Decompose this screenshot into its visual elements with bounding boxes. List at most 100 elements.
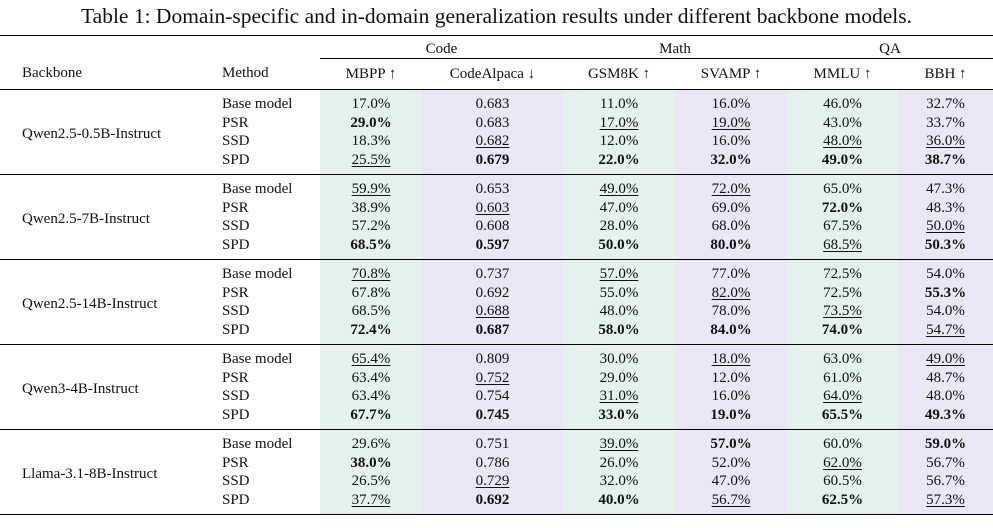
value-cell: 62.0% bbox=[787, 453, 898, 472]
value-text: 47.0% bbox=[599, 199, 639, 216]
value-text: 39.0% bbox=[599, 436, 639, 452]
value-text: 29.6% bbox=[351, 436, 391, 452]
value-text: 0.688 bbox=[475, 303, 510, 319]
value-text: 43.0% bbox=[823, 114, 862, 131]
value-text: 19.0% bbox=[710, 406, 752, 423]
value-cell: 46.0% bbox=[787, 90, 898, 114]
header-mbpp: MBPP ↑ bbox=[345, 65, 397, 82]
value-cell: 56.7% bbox=[675, 490, 787, 515]
backbone-cell: Qwen2.5-0.5B-Instruct bbox=[22, 126, 162, 143]
method-cell: Base model bbox=[222, 266, 293, 282]
value-text: 32.0% bbox=[599, 473, 639, 489]
value-cell: 17.0% bbox=[563, 113, 675, 132]
method-cell: Base model bbox=[222, 181, 293, 197]
value-text: 57.2% bbox=[351, 218, 391, 234]
value-text: 65.0% bbox=[823, 181, 862, 197]
value-cell: 59.9% bbox=[320, 175, 422, 199]
method-cell: SSD bbox=[222, 133, 250, 149]
value-text: 72.5% bbox=[823, 284, 862, 301]
value-text: 50.0% bbox=[926, 218, 965, 234]
value-text: 22.0% bbox=[598, 151, 640, 168]
value-cell: 57.0% bbox=[563, 260, 675, 284]
value-cell: 33.0% bbox=[563, 405, 675, 430]
table-row: PSR 29.0% 0.683 17.0% 19.0% 43.0% 33.7% bbox=[0, 113, 993, 132]
value-text: 37.7% bbox=[351, 491, 391, 508]
value-cell: 49.3% bbox=[898, 405, 993, 430]
group-math: Math bbox=[563, 36, 787, 59]
value-text: 18.3% bbox=[351, 133, 391, 149]
value-cell: 0.687 bbox=[422, 320, 563, 345]
value-text: 50.3% bbox=[924, 236, 967, 253]
table-row: SPD 25.5% 0.679 22.0% 32.0% 49.0% 38.7% bbox=[0, 150, 993, 175]
value-cell: 63.4% bbox=[320, 387, 422, 406]
value-cell: 31.0% bbox=[563, 387, 675, 406]
value-text: 56.7% bbox=[926, 454, 965, 471]
value-text: 54.0% bbox=[926, 266, 965, 282]
value-cell: 78.0% bbox=[675, 302, 787, 321]
header-backbone: Backbone bbox=[22, 65, 82, 82]
value-text: 54.0% bbox=[926, 303, 965, 319]
value-text: 48.0% bbox=[926, 388, 965, 404]
value-cell: 0.683 bbox=[422, 113, 563, 132]
value-cell: 72.0% bbox=[787, 198, 898, 217]
value-text: 68.5% bbox=[350, 236, 392, 253]
value-cell: 68.5% bbox=[320, 235, 422, 260]
table-row: PSR 63.4% 0.752 29.0% 12.0% 61.0% 48.7% bbox=[0, 368, 993, 387]
value-text: 16.0% bbox=[711, 96, 751, 112]
method-cell: SPD bbox=[222, 151, 250, 168]
value-cell: 0.653 bbox=[422, 175, 563, 199]
value-text: 47.0% bbox=[711, 473, 751, 489]
value-text: 48.0% bbox=[823, 133, 862, 149]
value-text: 65.4% bbox=[351, 351, 391, 367]
value-cell: 22.0% bbox=[563, 150, 675, 175]
value-text: 59.9% bbox=[351, 181, 391, 197]
value-text: 48.3% bbox=[926, 199, 965, 216]
value-cell: 0.745 bbox=[422, 405, 563, 430]
value-cell: 82.0% bbox=[675, 283, 787, 302]
value-cell: 18.0% bbox=[675, 345, 787, 369]
value-cell: 0.692 bbox=[422, 283, 563, 302]
value-cell: 54.7% bbox=[898, 320, 993, 345]
value-text: 16.0% bbox=[711, 133, 751, 149]
method-cell: SSD bbox=[222, 218, 250, 234]
value-cell: 72.5% bbox=[787, 260, 898, 284]
value-cell: 57.0% bbox=[675, 430, 787, 454]
value-text: 72.0% bbox=[821, 199, 864, 216]
value-cell: 52.0% bbox=[675, 453, 787, 472]
value-text: 46.0% bbox=[823, 96, 862, 112]
value-cell: 26.0% bbox=[563, 453, 675, 472]
value-cell: 67.7% bbox=[320, 405, 422, 430]
value-text: 0.653 bbox=[475, 181, 510, 197]
value-text: 30.0% bbox=[599, 351, 639, 367]
value-cell: 65.4% bbox=[320, 345, 422, 369]
value-cell: 48.0% bbox=[787, 132, 898, 151]
table-row: SSD 68.5% 0.688 48.0% 78.0% 73.5% 54.0% bbox=[0, 302, 993, 321]
value-text: 12.0% bbox=[599, 133, 639, 149]
table-row: PSR 38.9% 0.603 47.0% 69.0% 72.0% 48.3% bbox=[0, 198, 993, 217]
value-text: 17.0% bbox=[599, 114, 639, 131]
value-cell: 50.0% bbox=[563, 235, 675, 260]
value-cell: 19.0% bbox=[675, 113, 787, 132]
value-cell: 32.0% bbox=[675, 150, 787, 175]
method-cell: SSD bbox=[222, 388, 250, 404]
value-text: 72.4% bbox=[350, 321, 392, 338]
value-text: 29.0% bbox=[350, 114, 392, 131]
value-cell: 38.0% bbox=[320, 453, 422, 472]
value-cell: 47.3% bbox=[898, 175, 993, 199]
table-caption: Table 1: Domain-specific and in-domain g… bbox=[81, 4, 912, 28]
value-text: 57.0% bbox=[710, 436, 752, 452]
value-text: 57.3% bbox=[926, 491, 965, 508]
value-cell: 72.5% bbox=[787, 283, 898, 302]
value-text: 0.683 bbox=[475, 96, 510, 112]
group-qa: QA bbox=[787, 36, 993, 59]
value-text: 31.0% bbox=[599, 388, 639, 404]
results-table: Code Math QA Backbone Method MBPP ↑ Code… bbox=[0, 35, 993, 515]
value-cell: 17.0% bbox=[320, 90, 422, 114]
value-text: 0.597 bbox=[475, 236, 510, 253]
value-text: 58.0% bbox=[598, 321, 640, 338]
value-text: 67.7% bbox=[350, 406, 392, 423]
value-text: 0.679 bbox=[475, 151, 510, 168]
value-text: 57.0% bbox=[599, 266, 639, 282]
method-cell: SPD bbox=[222, 491, 250, 508]
value-text: 68.5% bbox=[351, 303, 391, 319]
